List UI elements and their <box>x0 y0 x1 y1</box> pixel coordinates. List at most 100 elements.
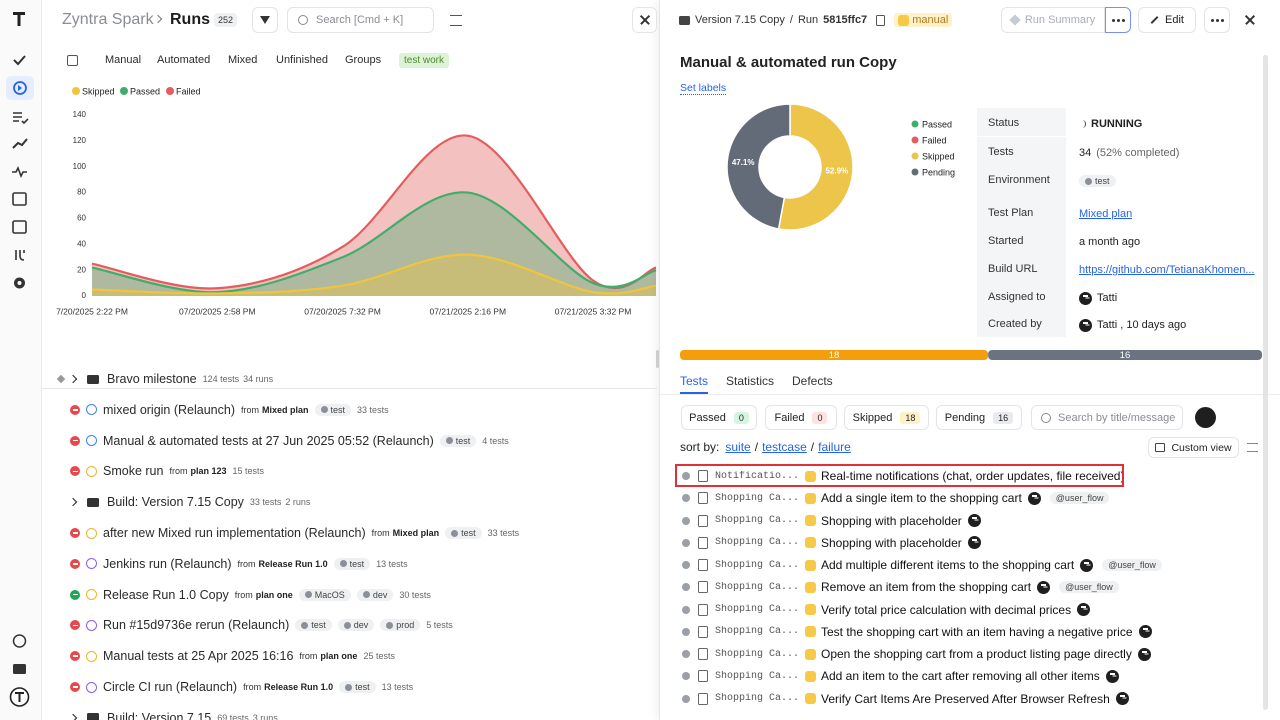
project-name[interactable]: Zyntra Spark <box>62 11 154 28</box>
run-row[interactable]: after new Mixed run implementation (Rela… <box>70 523 519 543</box>
test-title[interactable]: Open the shopping cart from a product li… <box>821 647 1132 661</box>
run-row[interactable]: Build: Version 7.15 Copy 33 tests 2 runs <box>58 492 310 512</box>
run-row[interactable]: Circle CI run (Relaunch) from Release Run … <box>70 677 413 697</box>
test-title[interactable]: Verify Cart Items Are Preserved After Br… <box>821 691 1110 706</box>
test-title[interactable]: Add a single item to the shopping cart <box>821 491 1022 506</box>
run-count-badge: 252 <box>214 13 238 27</box>
sort-option[interactable]: testcase <box>762 440 807 454</box>
test-title[interactable]: Shopping with placeholder <box>821 535 962 550</box>
test-title[interactable]: Real-time notifications (chat, order upd… <box>821 469 1125 483</box>
run-row[interactable]: Bravo milestone 124 tests 34 runs <box>56 369 273 389</box>
test-title[interactable]: Verify total price calculation with deci… <box>821 602 1072 617</box>
test-row[interactable]: Notificatio... Real-time notifications (c… <box>682 467 1124 485</box>
nav-icon[interactable] <box>12 138 28 149</box>
more-button[interactable] <box>1204 7 1230 33</box>
run-row[interactable]: mixed origin (Relaunch) from Mixed plan tes… <box>70 400 389 420</box>
test-row[interactable]: Shopping Ca... Shopping with placeholder <box>682 512 981 530</box>
detail-label-cell <box>977 282 1066 310</box>
status-filter[interactable]: Passed 0 <box>681 405 757 430</box>
test-row[interactable]: Shopping Ca... Add an item to the cart af… <box>682 667 1119 685</box>
run-title[interactable]: mixed origin (Relaunch) <box>103 402 236 417</box>
test-row[interactable]: Shopping Ca... Add multiple different ite… <box>682 556 1162 574</box>
x-tick-label: 7/20/2025 2:22 PM <box>56 306 128 316</box>
sort-option[interactable]: suite <box>725 440 751 454</box>
run-title[interactable]: Manual & automated tests at 27 Jun 2025 … <box>103 433 434 448</box>
search-box[interactable]: Search [Cmd + K] <box>287 7 434 33</box>
run-row[interactable]: Manual & automated tests at 27 Jun 2025 … <box>70 431 509 451</box>
run-row[interactable]: Build: Version 7.15 69 tests 3 runs <box>58 708 278 720</box>
more-button[interactable] <box>1105 7 1131 33</box>
help-icon[interactable] <box>12 634 27 648</box>
filter-button[interactable] <box>252 7 278 33</box>
run-title[interactable]: Run #15d9736e rerun (Relaunch) <box>103 618 290 633</box>
run-summary-button[interactable]: Run Summary <box>1001 7 1105 33</box>
close-button[interactable] <box>632 7 657 33</box>
status-filter[interactable]: Pending 16 <box>936 405 1022 430</box>
logo[interactable] <box>13 12 25 26</box>
test-title[interactable]: Add an item to the cart after removing a… <box>821 669 1100 684</box>
filter-tab[interactable]: Automated <box>157 54 211 66</box>
nav-icon[interactable] <box>13 112 29 125</box>
filter-tab[interactable]: Groups <box>345 54 382 66</box>
user-avatar[interactable] <box>1195 407 1216 428</box>
nav-icon[interactable] <box>13 81 27 95</box>
filter-tab[interactable]: test work <box>399 53 450 68</box>
status-glyph <box>72 563 78 565</box>
set-labels-link[interactable]: Set labels <box>680 82 727 95</box>
expand-chevron[interactable] <box>68 497 78 507</box>
run-row[interactable]: Manual tests at 25 Apr 2025 16:16 from pla… <box>70 646 395 666</box>
status-filter[interactable]: Skipped 18 <box>844 405 929 430</box>
run-title[interactable]: Smoke run <box>103 464 164 479</box>
run-title[interactable]: Circle CI run (Relaunch) <box>103 680 238 694</box>
filter-tab[interactable]: Mixed <box>228 54 258 66</box>
expand-chevron[interactable] <box>68 713 78 720</box>
test-search[interactable]: Search by title/message <box>1031 405 1183 430</box>
expand-chevron[interactable] <box>68 374 78 384</box>
run-title[interactable]: Release Run 1.0 Copy <box>103 587 229 602</box>
test-row[interactable]: Shopping Ca... Add a single item to the s… <box>682 489 1110 507</box>
test-title[interactable]: Shopping with placeholder <box>821 513 962 528</box>
selected-row-outline <box>675 464 1124 487</box>
settings-icon[interactable] <box>1247 443 1258 452</box>
test-row[interactable]: Shopping Ca... Verify total price calcula… <box>682 601 1091 619</box>
settings-icon[interactable] <box>450 15 462 26</box>
panel-tab[interactable]: Defects <box>792 374 833 388</box>
test-title[interactable]: Test the shopping cart with an item havi… <box>821 624 1133 639</box>
detail-link[interactable]: https://github.com/TetianaKhomen... <box>1079 264 1255 276</box>
custom-view-button[interactable]: Custom view <box>1148 437 1239 458</box>
nav-icon[interactable] <box>12 192 27 206</box>
run-row[interactable]: Run #15d9736e rerun (Relaunch) test dev pro… <box>70 615 453 635</box>
run-title[interactable]: Jenkins run (Relaunch) <box>103 556 232 571</box>
test-title[interactable]: Remove an item from the shopping cart <box>821 580 1032 595</box>
test-row[interactable]: Shopping Ca... Open the shopping cart fro… <box>682 645 1151 663</box>
test-row[interactable]: Shopping Ca... Shopping with placeholder <box>682 534 981 552</box>
run-title[interactable]: Manual tests at 25 Apr 2025 16:16 <box>103 649 294 664</box>
run-title[interactable]: after new Mixed run implementation (Rela… <box>103 526 366 540</box>
sort-option[interactable]: failure <box>818 440 851 454</box>
nav-icon[interactable] <box>12 166 27 178</box>
test-row[interactable]: Shopping Ca... Remove an item from the sh… <box>682 578 1119 596</box>
nav-icon[interactable] <box>12 220 27 234</box>
tabs-icon[interactable] <box>67 55 78 66</box>
folder-icon <box>87 713 99 720</box>
test-row[interactable]: Shopping Ca... Verify Cart Items Are Pres… <box>682 690 1129 708</box>
copy-icon[interactable] <box>876 14 886 26</box>
detail-link[interactable]: Mixed plan <box>1079 208 1133 220</box>
version-link[interactable]: Version 7.15 Copy <box>695 14 785 26</box>
filter-tab[interactable]: Unfinished <box>276 54 328 66</box>
folder-icon[interactable] <box>13 664 26 674</box>
run-row[interactable]: Release Run 1.0 Copy from plan one MacOS dev… <box>70 585 431 605</box>
status-filter[interactable]: Failed 0 <box>765 405 837 430</box>
panel-tab[interactable]: Statistics <box>726 374 775 388</box>
status-dot <box>682 650 690 658</box>
filter-tab[interactable]: Manual <box>105 54 142 66</box>
panel-tab[interactable]: Tests <box>680 374 709 394</box>
test-title[interactable]: Add multiple different items to the shop… <box>821 558 1075 572</box>
test-row[interactable]: Shopping Ca... Test the shopping cart wit… <box>682 623 1152 641</box>
edit-button[interactable]: Edit <box>1138 7 1196 33</box>
run-row[interactable]: Smoke run from plan 123 15 tests <box>70 461 264 481</box>
from-label: from <box>371 528 390 538</box>
nav-icon[interactable] <box>15 250 25 261</box>
run-row[interactable]: Jenkins run (Relaunch) from Release Run 1.… <box>70 554 408 574</box>
nav-icon[interactable] <box>13 55 26 66</box>
